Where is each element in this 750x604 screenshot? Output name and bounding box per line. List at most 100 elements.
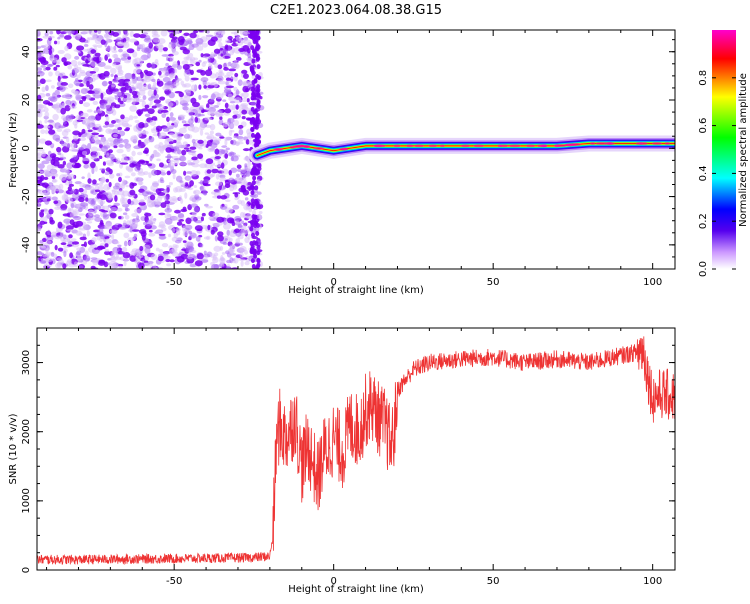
noise-blob — [243, 249, 249, 255]
colorbar: 0.0 0.2 0.4 0.6 0.8 Normalized spectral ampl… — [698, 30, 749, 277]
noise-blob — [75, 220, 84, 227]
noise-blob — [164, 82, 173, 86]
noise-blob — [139, 56, 144, 64]
noise-blob — [122, 212, 128, 216]
noise-blob — [227, 93, 233, 99]
noise-blob — [99, 168, 106, 171]
noise-blob — [208, 62, 213, 69]
noise-blob — [169, 259, 175, 263]
noise-blob — [200, 216, 205, 222]
noise-blob — [216, 138, 222, 142]
noise-blob — [230, 156, 234, 162]
noise-blob — [53, 40, 58, 45]
noise-blob — [175, 228, 181, 232]
noise-blob — [129, 162, 136, 168]
noise-blob — [131, 248, 140, 253]
noise-blob — [91, 130, 96, 134]
noise-blob — [113, 45, 117, 51]
noise-blob — [148, 203, 156, 208]
noise-blob — [79, 236, 87, 241]
noise-blob — [105, 178, 110, 183]
colorbar-tick-label: 0.4 — [698, 165, 709, 181]
noise-blob — [187, 246, 195, 252]
noise-blob — [63, 30, 70, 34]
noise-blob — [246, 98, 250, 103]
noise-blob — [149, 218, 153, 222]
noise-blob — [241, 116, 246, 120]
noise-blob — [180, 182, 186, 186]
noise-blob — [66, 244, 73, 247]
noise-blob — [143, 171, 149, 176]
noise-blob — [168, 85, 174, 92]
noise-blob — [186, 255, 194, 260]
noise-blob — [89, 71, 97, 74]
noise-blob — [98, 199, 106, 205]
noise-blob — [242, 148, 250, 152]
noise-blob — [37, 251, 43, 256]
noise-blob — [122, 34, 128, 40]
noise-blob — [217, 30, 225, 35]
noise-blob — [185, 224, 193, 230]
noise-blob — [49, 172, 58, 177]
x-tick-label: -50 — [166, 277, 182, 288]
noise-blob — [188, 230, 193, 235]
noise-blob — [235, 56, 242, 61]
noise-blob — [81, 193, 89, 199]
noise-blob — [214, 156, 222, 160]
noise-blob — [153, 89, 157, 96]
noise-blob — [162, 255, 171, 259]
noise-blob — [199, 185, 205, 192]
noise-blob — [123, 94, 128, 99]
noise-edge-blob — [250, 95, 255, 101]
noise-blob — [201, 212, 206, 217]
noise-edge-blob — [252, 120, 257, 126]
noise-blob — [176, 149, 182, 155]
noise-blob — [56, 30, 61, 35]
noise-blob — [151, 105, 157, 109]
noise-blob — [73, 155, 79, 161]
noise-blob — [65, 234, 69, 241]
noise-blob — [188, 111, 194, 117]
noise-blob — [129, 30, 134, 38]
noise-blob — [152, 37, 161, 43]
noise-blob — [118, 265, 123, 269]
noise-blob — [219, 116, 223, 121]
spectrogram-y-label: Frequency (Hz) — [8, 112, 19, 188]
noise-blob — [113, 249, 117, 256]
noise-blob — [160, 172, 167, 176]
noise-blob — [210, 52, 215, 59]
noise-blob — [191, 101, 200, 108]
noise-blob — [168, 117, 177, 121]
noise-blob — [137, 160, 146, 164]
noise-blob — [193, 189, 201, 196]
noise-blob — [133, 115, 138, 119]
noise-blob — [115, 76, 120, 81]
noise-blob — [138, 199, 145, 203]
noise-blob — [103, 65, 112, 70]
noise-blob — [209, 82, 215, 86]
noise-blob — [238, 48, 245, 52]
noise-blob — [182, 64, 190, 71]
signal-peak — [541, 144, 548, 148]
noise-blob — [47, 63, 54, 67]
noise-blob — [251, 75, 256, 80]
noise-blob — [148, 42, 154, 49]
noise-blob — [161, 113, 167, 118]
noise-blob — [129, 38, 138, 43]
noise-blob — [78, 213, 85, 216]
noise-blob — [159, 75, 164, 78]
noise-blob — [56, 128, 63, 132]
noise-blob — [221, 252, 226, 255]
noise-edge-blob — [251, 263, 256, 269]
noise-blob — [205, 235, 211, 240]
noise-blob — [247, 52, 252, 59]
noise-blob — [234, 228, 240, 234]
noise-blob — [238, 258, 246, 262]
noise-blob — [55, 70, 61, 77]
noise-blob — [128, 115, 134, 121]
noise-edge-blob — [253, 78, 258, 84]
noise-blob — [74, 181, 82, 185]
noise-blob — [242, 224, 247, 229]
noise-blob — [40, 209, 45, 212]
noise-blob — [94, 217, 103, 223]
